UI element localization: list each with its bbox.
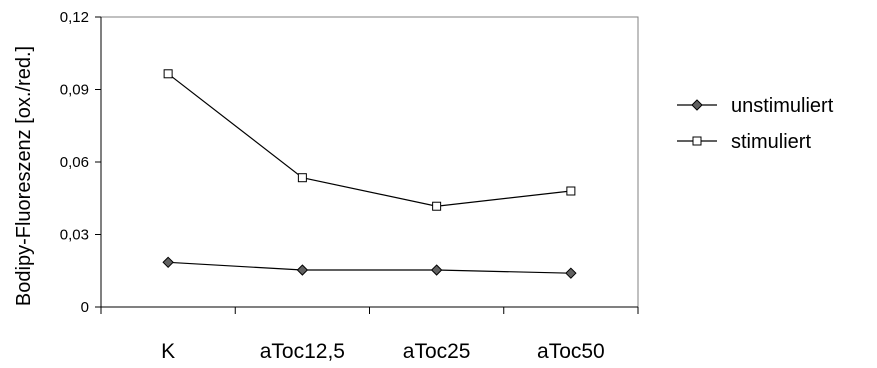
data-point-stimuliert <box>297 173 307 183</box>
x-tick-label: aToc12,5 <box>260 340 345 363</box>
legend: unstimuliert stimuliert <box>677 95 834 153</box>
axes: 0 0,03 0,06 0,09 0,12 K aToc12,5 aToc25 aToc50 <box>60 9 639 363</box>
y-tick-label: 0 <box>81 299 89 316</box>
data-point-unstimuliert <box>565 267 577 279</box>
y-tick-label: 0,09 <box>60 82 89 99</box>
data-point-unstimuliert <box>296 264 309 276</box>
series-stimuliert <box>163 69 576 211</box>
y-axis-label: Bodipy-Fluoreszenz [ox./red.] <box>13 46 35 306</box>
y-tick-label: 0,06 <box>60 154 89 171</box>
x-tick-label: aToc25 <box>403 340 471 363</box>
data-point-unstimuliert <box>691 99 703 111</box>
data-point-stimuliert <box>566 186 576 196</box>
data-point-stimuliert <box>432 201 442 211</box>
legend-item-unstimuliert: unstimuliert <box>677 95 834 117</box>
data-point-stimuliert <box>163 69 173 79</box>
data-point-stimuliert <box>692 136 702 146</box>
x-tick-label: K <box>161 340 175 363</box>
series-line-unstimuliert <box>168 261 571 274</box>
y-tick-label: 0,12 <box>60 9 89 26</box>
series-layer <box>162 69 577 279</box>
x-tick-label: aToc50 <box>537 340 605 363</box>
legend-item-stimuliert: stimuliert <box>677 131 811 153</box>
data-point-unstimuliert <box>430 264 443 276</box>
legend-label: stimuliert <box>731 131 811 153</box>
y-tick-label: 0,03 <box>60 227 89 244</box>
data-point-unstimuliert <box>162 256 174 268</box>
series-unstimuliert <box>162 256 577 279</box>
legend-label: unstimuliert <box>731 95 834 117</box>
series-line-stimuliert <box>167 73 571 207</box>
